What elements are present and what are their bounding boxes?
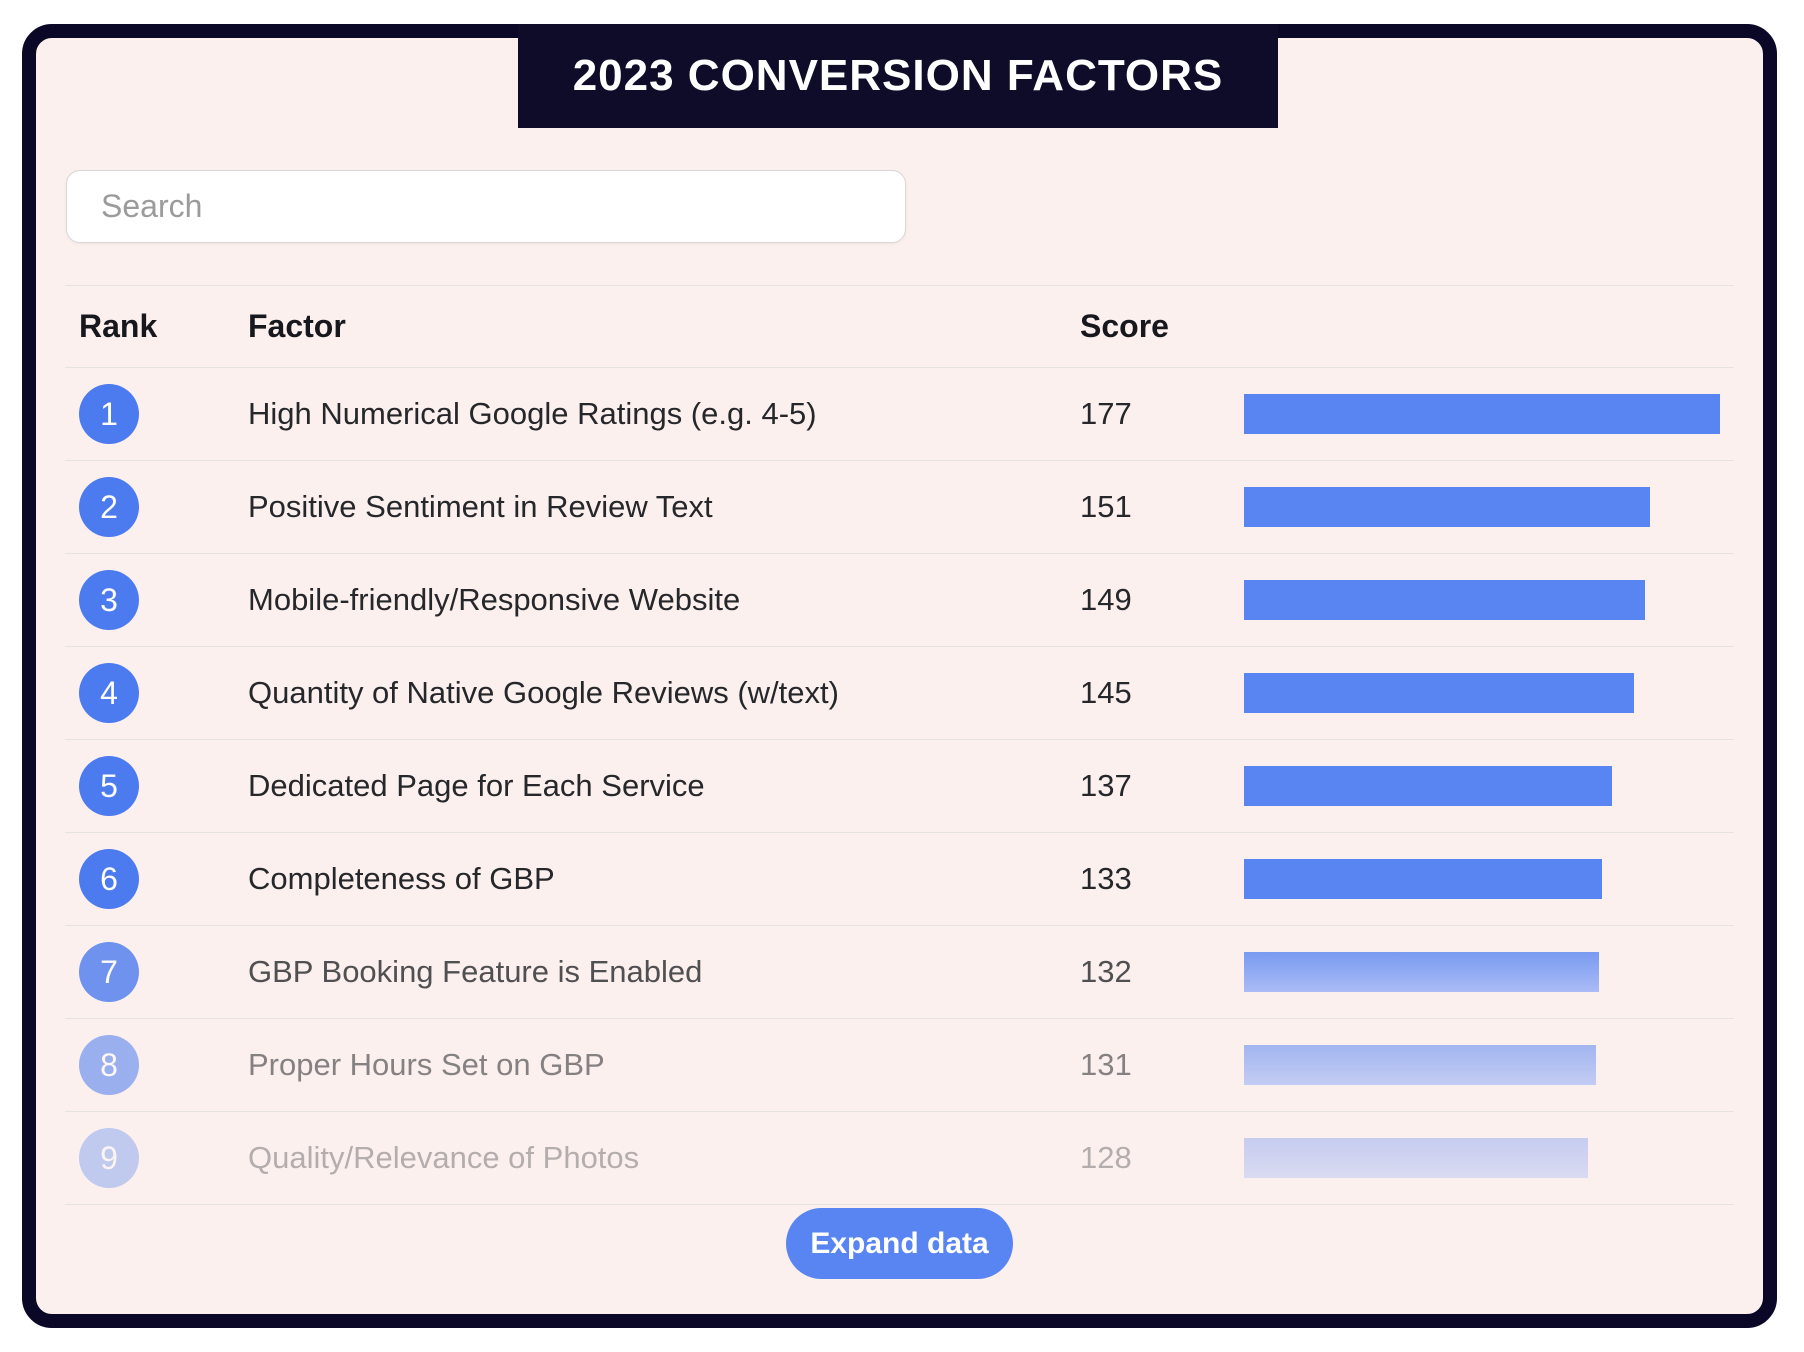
score-bar: [1244, 952, 1599, 992]
score-value: 128: [1080, 1140, 1132, 1175]
score-value: 145: [1080, 675, 1132, 710]
score-bar: [1244, 487, 1650, 527]
score-bar: [1244, 1045, 1596, 1085]
score-value: 132: [1080, 954, 1132, 989]
factor-label: Completeness of GBP: [248, 861, 555, 896]
rank-badge: 5: [79, 756, 139, 816]
rank-badge: 3: [79, 570, 139, 630]
table-row: 5 Dedicated Page for Each Service 137: [65, 740, 1734, 833]
factor-label: Proper Hours Set on GBP: [248, 1047, 605, 1082]
factor-label: Mobile-friendly/Responsive Website: [248, 582, 741, 617]
table-header-row: Rank Factor Score: [65, 286, 1734, 368]
conversion-factors-card: Rank Factor Score 1 High Numerical Googl…: [22, 24, 1777, 1328]
factor-label: Dedicated Page for Each Service: [248, 768, 705, 803]
rank-badge: 2: [79, 477, 139, 537]
rank-badge: 9: [79, 1128, 139, 1188]
score-value: 177: [1080, 396, 1132, 431]
table-row: 8 Proper Hours Set on GBP 131: [65, 1019, 1734, 1112]
table-row: 9 Quality/Relevance of Photos 128: [65, 1112, 1734, 1205]
factor-label: Quality/Relevance of Photos: [248, 1140, 640, 1175]
factors-table: Rank Factor Score 1 High Numerical Googl…: [65, 285, 1734, 1205]
score-value: 137: [1080, 768, 1132, 803]
table-row: 4 Quantity of Native Google Reviews (w/t…: [65, 647, 1734, 740]
expand-data-button[interactable]: Expand data: [786, 1208, 1013, 1279]
rank-badge: 8: [79, 1035, 139, 1095]
factor-label: Positive Sentiment in Review Text: [248, 489, 713, 524]
score-bar: [1244, 859, 1602, 899]
factor-label: High Numerical Google Ratings (e.g. 4-5): [248, 396, 817, 431]
rank-badge: 4: [79, 663, 139, 723]
factor-label: GBP Booking Feature is Enabled: [248, 954, 703, 989]
title-banner: 2023 CONVERSION FACTORS: [518, 24, 1278, 128]
rank-badge: 7: [79, 942, 139, 1002]
score-value: 131: [1080, 1047, 1132, 1082]
table-row: 3 Mobile-friendly/Responsive Website 149: [65, 554, 1734, 647]
table-row: 7 GBP Booking Feature is Enabled 132: [65, 926, 1734, 1019]
table-row: 2 Positive Sentiment in Review Text 151: [65, 461, 1734, 554]
score-bar: [1244, 394, 1720, 434]
score-value: 149: [1080, 582, 1132, 617]
score-bar: [1244, 766, 1612, 806]
rank-badge: 6: [79, 849, 139, 909]
score-bar: [1244, 580, 1645, 620]
factor-column-header: Factor: [248, 308, 346, 344]
rank-column-header: Rank: [79, 308, 158, 344]
table-row: 1 High Numerical Google Ratings (e.g. 4-…: [65, 368, 1734, 461]
score-bar: [1244, 673, 1634, 713]
factor-label: Quantity of Native Google Reviews (w/tex…: [248, 675, 839, 710]
score-bar: [1244, 1138, 1588, 1178]
score-column-header: Score: [1080, 308, 1169, 344]
rank-badge: 1: [79, 384, 139, 444]
table-row: 6 Completeness of GBP 133: [65, 833, 1734, 926]
score-value: 133: [1080, 861, 1132, 896]
score-value: 151: [1080, 489, 1132, 524]
page-title: 2023 CONVERSION FACTORS: [572, 51, 1224, 100]
search-input[interactable]: [66, 170, 906, 243]
